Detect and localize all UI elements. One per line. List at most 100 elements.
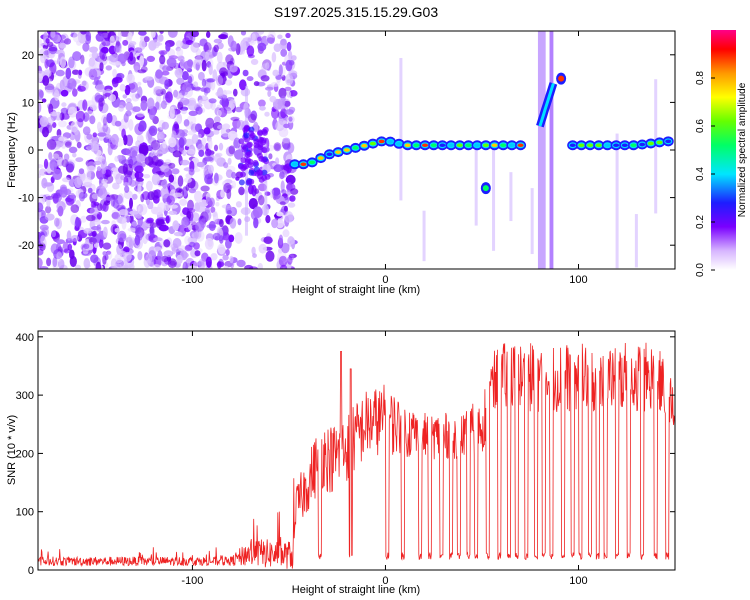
spectrogram-noise-dot xyxy=(199,38,208,47)
spectrogram-noise-dot xyxy=(163,257,172,265)
spectrogram-noise-dot xyxy=(61,143,67,149)
spectrogram-noise-dot xyxy=(115,194,123,205)
spectrogram-noise-dot xyxy=(182,261,188,269)
spectrogram-noise-dot xyxy=(222,124,231,129)
spectrogram-noise-dot xyxy=(190,41,199,53)
spectrogram-noise-dot xyxy=(177,175,184,187)
spectrogram-noise-dot xyxy=(222,254,229,261)
spectrogram-noise-dot xyxy=(269,95,277,103)
spectrogram-noise-dot xyxy=(122,39,129,46)
spectrogram-noise-dot xyxy=(182,149,187,156)
spectrogram-noise-dot xyxy=(50,111,59,117)
spectrogram-noise-dot xyxy=(96,166,102,172)
spectrogram-noise-dot xyxy=(137,203,148,216)
spectrogram-noise-dot xyxy=(248,184,254,195)
spectrogram-noise-dot xyxy=(278,87,287,99)
spectrogram-noise-dot xyxy=(179,198,188,206)
spectrogram-noise-dot xyxy=(69,249,75,260)
spectrogram-noise-dot xyxy=(272,69,280,77)
spectrogram-cluster-dot xyxy=(261,169,268,176)
spectrogram-noise-dot xyxy=(278,255,288,267)
spectrogram-noise-dot xyxy=(137,81,142,86)
spectrogram-noise-dot xyxy=(38,39,43,49)
spectrogram-noise-dot xyxy=(99,48,106,60)
spectrogram-noise-dot xyxy=(102,123,108,133)
spectrogram-noise-dot xyxy=(273,189,281,200)
snr-ticks: -100 0 100 0 100 200 300 400 xyxy=(16,331,675,587)
spectrogram-noise-dot xyxy=(172,238,182,249)
spectrogram-noise-dot xyxy=(52,192,63,203)
spectrogram-noise-dot xyxy=(273,164,284,173)
spectrogram-noise-dot xyxy=(265,62,270,70)
spectrogram-line-core xyxy=(647,141,654,146)
spectrogram-noise-dot xyxy=(251,246,256,255)
spectrogram-line-core xyxy=(300,162,307,167)
spectrogram-noise-dot xyxy=(128,119,134,131)
spectrogram-noise-dot xyxy=(283,205,288,212)
spectrogram-noise-dot xyxy=(157,34,164,43)
spectrogram-noise-dot xyxy=(168,137,177,148)
snr-xtick-label: 100 xyxy=(569,575,587,587)
spectrogram-noise-dot xyxy=(59,79,65,91)
spectrogram-noise-dot xyxy=(39,224,49,231)
spectrogram-noise-dot xyxy=(151,173,160,186)
spectrogram-cluster-dot xyxy=(256,169,263,176)
spectrogram-noise-dot xyxy=(134,165,144,173)
snr-ytick-label: 200 xyxy=(16,448,34,460)
spectrogram-noise-dot xyxy=(237,218,242,226)
spectrogram-noise-dot xyxy=(91,226,101,231)
spectrogram-noise-dot xyxy=(88,57,97,70)
spectrogram-noise-dot xyxy=(282,137,291,144)
spectrogram-noise-dot xyxy=(226,210,232,215)
spectrogram-noise-dot xyxy=(122,94,128,99)
spectrogram-noise-dot xyxy=(87,187,93,194)
spectrogram-noise-dot xyxy=(129,92,135,98)
spectrogram-noise-dot xyxy=(56,128,62,138)
spectrogram-line-core xyxy=(604,143,611,148)
spectrogram-line-core xyxy=(491,143,498,148)
spectrogram-noise-dot xyxy=(82,99,88,111)
spectrogram-noise-dot xyxy=(240,39,247,52)
spectrogram-noise-dot xyxy=(279,171,285,180)
spectrogram-noise-dot xyxy=(206,224,217,229)
spectrogram-noise-dot xyxy=(229,64,238,73)
spectrogram-noise-dot xyxy=(163,250,174,258)
spectrogram-noise-dot xyxy=(136,112,145,118)
spectrogram-noise-dot xyxy=(244,264,254,269)
spectrogram-noise-dot xyxy=(103,196,113,202)
spectrogram-streak xyxy=(492,140,496,251)
spectrogram-noise-dot xyxy=(125,236,133,248)
spectrogram-noise-dot xyxy=(100,158,107,171)
spectrogram-noise-dot xyxy=(168,210,178,215)
spectrogram-noise-dot xyxy=(151,190,159,201)
spectrogram-noise-dot xyxy=(167,31,178,38)
spectrogram-noise-dot xyxy=(188,188,196,194)
spectrogram-noise-dot xyxy=(82,176,92,186)
spectrogram-noise-dot xyxy=(68,146,78,154)
spectrogram-marks xyxy=(38,31,674,269)
spectrogram-noise-dot xyxy=(118,209,129,216)
spectrogram-noise-dot xyxy=(149,225,155,237)
spectrogram-noise-dot xyxy=(86,133,93,140)
spectrogram-noise-dot xyxy=(201,78,207,87)
snr-ylabel: SNR (10 * v/v) xyxy=(6,415,18,485)
spectrogram-noise-dot xyxy=(225,54,234,65)
spectrogram-line-core xyxy=(630,143,637,148)
spectrogram-noise-dot xyxy=(111,211,121,220)
spectrogram-noise-dot xyxy=(63,188,72,195)
spectrogram-noise-dot xyxy=(43,50,50,56)
spectrogram-noise-dot xyxy=(188,224,193,231)
spectrogram-line-core xyxy=(352,146,359,150)
spectrogram-noise-dot xyxy=(161,255,169,263)
spectrogram-noise-dot xyxy=(82,42,90,52)
spectrogram-noise-dot xyxy=(82,126,91,136)
spectrogram-noise-dot xyxy=(139,135,144,144)
spectrogram-line-core xyxy=(404,143,411,148)
spectrogram-noise-dot xyxy=(196,261,205,266)
spectrogram-noise-dot xyxy=(240,31,247,36)
spectrogram-noise-dot xyxy=(165,159,171,165)
spectrogram-line-core xyxy=(465,143,472,148)
spectrogram-noise-dot xyxy=(236,119,245,131)
spectrogram-noise-dot xyxy=(76,141,82,149)
spectrogram-noise-dot xyxy=(225,79,233,86)
